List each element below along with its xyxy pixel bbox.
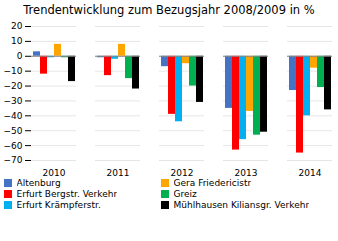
html-text:Gera Friedericistr: Gera Friedericistr [173, 178, 252, 188]
svg-text:−10: −10 [4, 66, 23, 76]
svg-text:−50: −50 [4, 126, 23, 136]
svg-text:0: 0 [17, 51, 23, 61]
svg-text:10: 10 [11, 36, 23, 46]
svg-text:20: 20 [11, 21, 23, 31]
svg-text:2013: 2013 [235, 168, 258, 178]
svg-text:−40: −40 [4, 111, 23, 121]
svg-text:2011: 2011 [107, 168, 130, 178]
html-text:Erfurt Krämpferstr.: Erfurt Krämpferstr. [16, 200, 101, 210]
html-text:Mühlhausen Kiliansgr. Verkehr: Mühlhausen Kiliansgr. Verkehr [173, 200, 310, 210]
svg-text:2010: 2010 [43, 168, 66, 178]
html-text:Trendentwicklung zum Bezugsjah: Trendentwicklung zum Bezugsjahr 2008/200… [23, 3, 315, 17]
svg-text:−20: −20 [4, 81, 23, 91]
svg-text:−30: −30 [4, 96, 23, 106]
html-text:Altenburg: Altenburg [16, 178, 61, 188]
svg-text:−70: −70 [4, 155, 23, 165]
html-text:Erfurt Bergstr. Verkehr: Erfurt Bergstr. Verkehr [16, 189, 118, 199]
html-text:Greiz: Greiz [173, 189, 197, 199]
svg-text:2014: 2014 [299, 168, 322, 178]
svg-text:2012: 2012 [171, 168, 194, 178]
svg-text:−60: −60 [4, 140, 23, 150]
